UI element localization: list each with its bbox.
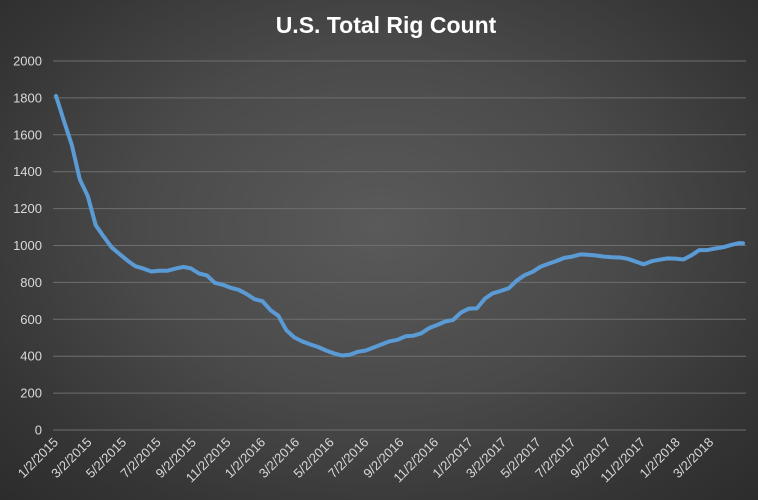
rig-count-series-line: [54, 93, 745, 358]
y-tick-label: 1000: [13, 238, 42, 253]
y-tick-label: 1200: [13, 201, 42, 216]
y-axis-tick-labels: 0 200 400 600 800 1000 1200 1400 1600 1800 2000: [13, 54, 42, 438]
y-tick-label: 1400: [13, 164, 42, 179]
chart-title: U.S. Total Rig Count: [276, 12, 497, 38]
series-layer: [54, 93, 745, 358]
y-tick-label: 600: [20, 312, 42, 327]
y-tick-label: 200: [20, 386, 42, 401]
y-tick-label: 1800: [13, 90, 42, 105]
y-tick-label: 0: [35, 423, 42, 438]
x-axis-tick-labels: 1/2/20153/2/20155/2/20157/2/20159/2/2015…: [15, 435, 717, 486]
y-tick-label: 1600: [13, 127, 42, 142]
y-tick-label: 400: [20, 349, 42, 364]
y-tick-label: 2000: [13, 54, 42, 69]
y-tick-label: 800: [20, 275, 42, 290]
gridlines: [53, 60, 746, 431]
